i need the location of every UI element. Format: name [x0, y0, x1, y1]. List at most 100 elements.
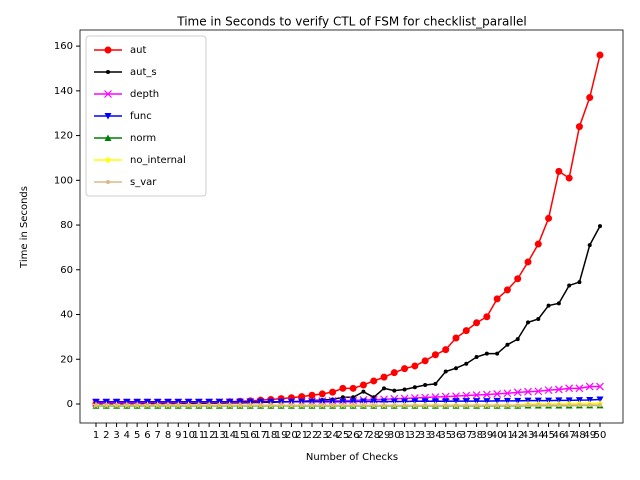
marker: [505, 342, 510, 347]
marker: [431, 351, 439, 359]
marker: [495, 403, 500, 408]
marker: [361, 403, 366, 408]
marker: [258, 403, 263, 408]
marker: [495, 351, 500, 356]
marker: [217, 403, 222, 408]
x-tick-label: 30: [388, 430, 401, 441]
y-tick-label: 160: [54, 41, 73, 52]
x-tick-label: 15: [234, 430, 247, 441]
marker: [503, 389, 512, 398]
marker: [493, 389, 502, 398]
marker: [534, 240, 542, 248]
x-tick-label: 43: [522, 430, 535, 441]
marker: [371, 403, 376, 408]
marker: [464, 403, 469, 408]
marker: [513, 388, 522, 397]
marker: [423, 382, 428, 387]
marker: [176, 403, 181, 408]
x-tick-label: 4: [124, 430, 130, 441]
marker: [545, 214, 553, 222]
x-tick-label: 16: [244, 430, 257, 441]
marker: [104, 90, 112, 98]
marker: [555, 167, 563, 175]
marker: [392, 388, 397, 393]
marker: [329, 388, 337, 396]
x-tick-label: 47: [563, 430, 576, 441]
x-tick-label: 21: [295, 430, 308, 441]
legend-label: depth: [130, 89, 159, 100]
x-tick-label: 50: [594, 430, 607, 441]
marker: [484, 351, 489, 356]
x-tick-label: 39: [480, 430, 493, 441]
marker: [227, 403, 232, 408]
y-tick-label: 80: [60, 220, 73, 231]
marker: [238, 403, 242, 408]
x-tick-label: 35: [439, 430, 452, 441]
marker: [310, 403, 314, 408]
x-tick-label: 38: [470, 430, 483, 441]
x-tick-label: 2: [103, 430, 109, 441]
x-tick-label: 9: [175, 430, 181, 441]
marker: [339, 384, 347, 392]
marker: [104, 156, 112, 164]
marker: [104, 134, 112, 141]
x-tick-label: 7: [155, 430, 161, 441]
x-tick-label: 22: [306, 430, 319, 441]
legend-label: no_internal: [130, 155, 186, 166]
marker: [596, 51, 604, 59]
x-tick-label: 36: [450, 430, 463, 441]
marker: [443, 369, 448, 374]
marker: [526, 320, 530, 325]
marker: [505, 403, 510, 408]
marker: [462, 391, 471, 400]
y-tick-label: 20: [60, 354, 73, 365]
y-tick-label: 0: [67, 399, 73, 410]
x-tick-label: 3: [113, 430, 119, 441]
marker: [370, 377, 378, 385]
x-tick-label: 24: [326, 430, 339, 441]
legend-label: aut: [130, 45, 146, 56]
marker: [524, 258, 532, 266]
y-tick-label: 140: [54, 86, 73, 97]
marker: [514, 275, 522, 283]
marker: [454, 366, 458, 371]
legend-label: aut_s: [130, 67, 157, 78]
x-tick-label: 11: [192, 430, 205, 441]
marker: [585, 382, 594, 391]
x-tick-label: 19: [275, 430, 288, 441]
marker: [575, 384, 584, 393]
marker: [340, 403, 345, 408]
marker: [586, 94, 594, 102]
marker: [536, 403, 541, 408]
marker: [503, 397, 511, 405]
x-tick-label: 23: [316, 430, 329, 441]
marker: [452, 334, 460, 342]
marker: [484, 403, 489, 408]
marker: [515, 403, 520, 408]
marker: [166, 403, 170, 408]
x-tick-label: 27: [357, 430, 370, 441]
marker: [268, 403, 273, 408]
marker: [351, 403, 356, 408]
marker: [482, 390, 491, 399]
x-axis-label: Number of Checks: [306, 452, 398, 463]
x-tick-label: 28: [367, 430, 380, 441]
x-tick-label: 33: [419, 430, 432, 441]
marker: [536, 316, 541, 321]
x-tick-label: 48: [573, 430, 586, 441]
marker: [556, 301, 561, 306]
marker: [359, 381, 367, 389]
marker: [412, 403, 417, 408]
x-tick-label: 12: [203, 430, 216, 441]
marker: [567, 283, 572, 288]
marker: [464, 361, 469, 366]
marker: [554, 385, 563, 394]
marker: [349, 384, 357, 392]
marker: [493, 295, 501, 303]
marker: [330, 403, 335, 408]
x-tick-label: 18: [264, 430, 277, 441]
marker: [340, 395, 345, 400]
marker: [526, 403, 530, 408]
